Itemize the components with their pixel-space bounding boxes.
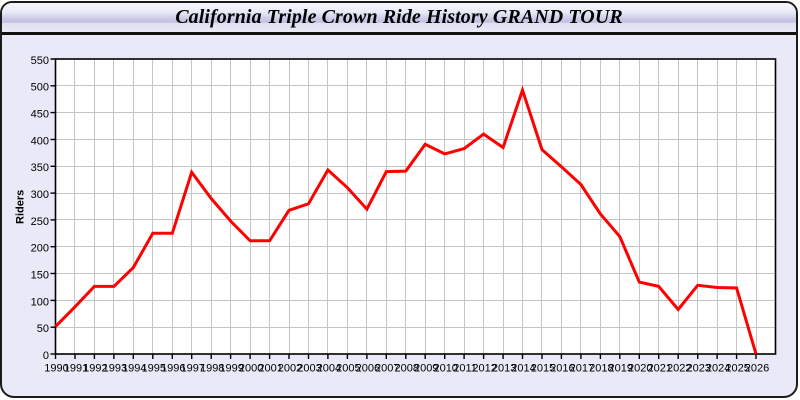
svg-text:2025: 2025 xyxy=(725,362,749,374)
svg-text:2011: 2011 xyxy=(453,362,477,374)
svg-text:2007: 2007 xyxy=(375,362,399,374)
svg-text:2014: 2014 xyxy=(511,362,535,374)
svg-text:450: 450 xyxy=(31,109,49,121)
svg-text:1994: 1994 xyxy=(122,362,146,374)
svg-text:2016: 2016 xyxy=(550,362,574,374)
svg-text:150: 150 xyxy=(31,269,49,281)
svg-text:2021: 2021 xyxy=(647,362,671,374)
svg-text:2017: 2017 xyxy=(570,362,594,374)
svg-text:2015: 2015 xyxy=(531,362,555,374)
svg-text:550: 550 xyxy=(31,55,49,67)
svg-text:2026: 2026 xyxy=(745,362,769,374)
svg-text:2000: 2000 xyxy=(239,362,263,374)
svg-text:2018: 2018 xyxy=(589,362,613,374)
svg-text:350: 350 xyxy=(31,162,49,174)
svg-text:2020: 2020 xyxy=(628,362,652,374)
svg-text:1999: 1999 xyxy=(219,362,243,374)
svg-text:Riders: Riders xyxy=(15,190,27,224)
svg-text:2010: 2010 xyxy=(433,362,457,374)
svg-text:2005: 2005 xyxy=(336,362,360,374)
svg-text:300: 300 xyxy=(31,189,49,201)
svg-text:1993: 1993 xyxy=(103,362,127,374)
svg-text:200: 200 xyxy=(31,243,49,255)
svg-text:50: 50 xyxy=(37,323,49,335)
svg-text:2009: 2009 xyxy=(414,362,438,374)
svg-text:1990: 1990 xyxy=(44,362,68,374)
svg-text:2004: 2004 xyxy=(317,362,341,374)
svg-text:2019: 2019 xyxy=(609,362,633,374)
svg-text:1996: 1996 xyxy=(161,362,185,374)
svg-text:0: 0 xyxy=(43,350,49,362)
svg-text:100: 100 xyxy=(31,296,49,308)
svg-text:2023: 2023 xyxy=(686,362,710,374)
svg-text:2012: 2012 xyxy=(472,362,496,374)
svg-text:2006: 2006 xyxy=(356,362,380,374)
svg-text:2002: 2002 xyxy=(278,362,302,374)
svg-text:1992: 1992 xyxy=(83,362,107,374)
svg-text:250: 250 xyxy=(31,216,49,228)
svg-text:2001: 2001 xyxy=(258,362,282,374)
svg-text:500: 500 xyxy=(31,82,49,94)
svg-text:2008: 2008 xyxy=(395,362,419,374)
svg-text:1998: 1998 xyxy=(200,362,224,374)
svg-text:1995: 1995 xyxy=(142,362,166,374)
svg-text:2013: 2013 xyxy=(492,362,516,374)
svg-text:1991: 1991 xyxy=(64,362,88,374)
svg-text:2024: 2024 xyxy=(706,362,730,374)
svg-text:1997: 1997 xyxy=(180,362,204,374)
svg-text:2022: 2022 xyxy=(667,362,691,374)
svg-text:2003: 2003 xyxy=(297,362,321,374)
svg-text:400: 400 xyxy=(31,135,49,147)
